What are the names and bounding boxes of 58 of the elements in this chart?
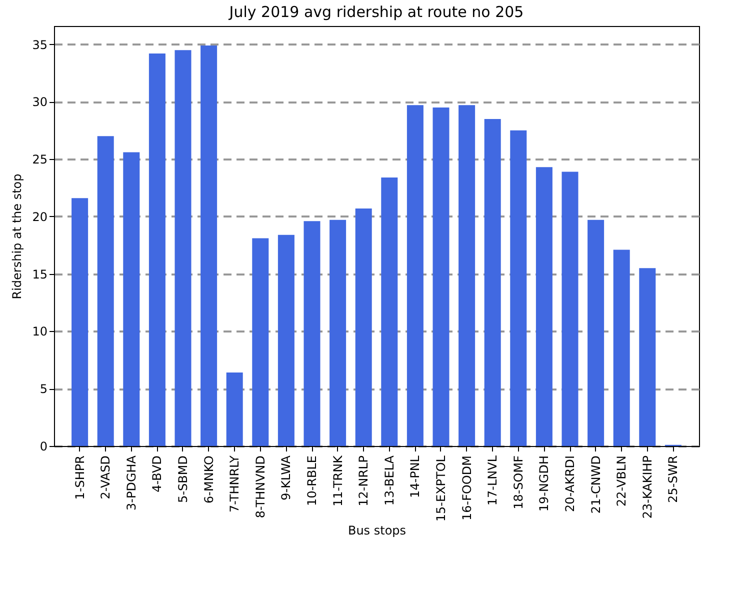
x-tick-label: 2-VASD <box>98 456 113 500</box>
y-tick-label: 30 <box>32 95 48 110</box>
x-tick-label: 23-KAKIHP <box>640 456 654 519</box>
x-tick-label: 19-NGDH <box>537 456 552 512</box>
x-tick-label: 9-KLWA <box>279 454 294 500</box>
y-tick-label: 25 <box>32 152 48 167</box>
bar <box>330 220 346 446</box>
bar <box>148 54 166 446</box>
x-tick-label: 7-THNRLY <box>228 454 242 512</box>
x-tick-label: 4-BVD <box>150 456 164 492</box>
chart-title: July 2019 avg ridership at route no 205 <box>228 3 524 21</box>
bar <box>72 198 88 446</box>
x-tick-label: 14-PNL <box>408 455 422 498</box>
y-tick-label: 5 <box>40 382 48 396</box>
y-tick-label: 35 <box>32 38 48 52</box>
x-axis-title: Bus stops <box>348 524 406 538</box>
x-tick-label: 3-PDGHA <box>124 454 138 510</box>
x-tick-label: 25-SWR <box>666 456 680 503</box>
bar <box>484 118 501 446</box>
bar <box>588 220 604 446</box>
bar <box>639 268 656 446</box>
x-tick-label: 18-SOMF <box>511 455 526 510</box>
x-tick-label: 20-AKRDI <box>563 456 577 512</box>
bar <box>458 105 476 446</box>
bar <box>123 152 140 446</box>
x-tick-label: 11-TRNK <box>330 454 345 507</box>
bar <box>536 167 552 446</box>
x-tick-label: 5-SBMD <box>176 456 190 503</box>
bar <box>406 105 424 446</box>
bar <box>226 372 243 446</box>
bar <box>97 136 114 446</box>
y-tick-label: 20 <box>32 210 48 224</box>
x-tick-label: 8-THNVND <box>253 456 268 518</box>
x-tick-label: 22-VBLN <box>614 456 629 506</box>
x-tick-label: 21-CNWD <box>588 456 603 514</box>
y-tick-label: 15 <box>32 267 48 282</box>
bar <box>613 250 630 446</box>
x-tick-label: 12-NRLP <box>356 456 371 506</box>
x-tick-label: 1-SHPR <box>72 456 87 500</box>
x-tick-label: 10-RBLE <box>305 456 319 506</box>
bar <box>562 172 578 446</box>
bar <box>432 107 450 446</box>
bar <box>355 208 372 446</box>
bar <box>252 238 269 446</box>
x-tick-label: 15-EXPTOL <box>434 455 448 522</box>
bar <box>304 221 320 446</box>
bar <box>278 234 294 446</box>
y-tick-label: 0 <box>40 440 48 454</box>
bar <box>200 46 218 446</box>
bar <box>381 177 398 446</box>
bar <box>174 50 192 446</box>
x-tick-label: 6-MNKO <box>202 456 216 504</box>
x-tick-label: 17-LNVL <box>486 455 500 506</box>
x-tick-label: 13-BELA <box>382 454 396 506</box>
bar <box>510 130 527 446</box>
x-tick-label: 16-FOODM <box>460 456 474 520</box>
y-axis-title: Ridership at the stop <box>10 174 24 300</box>
y-tick-label: 10 <box>32 324 48 339</box>
